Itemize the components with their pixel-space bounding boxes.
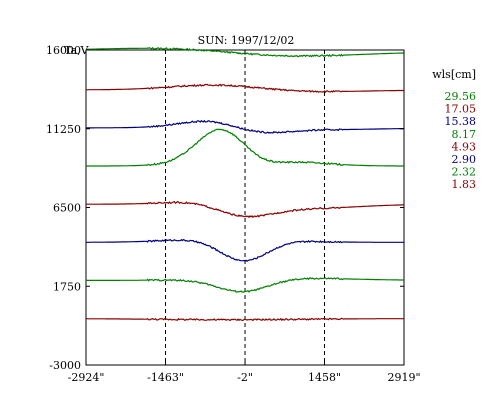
legend-entry: 2.32 — [452, 166, 477, 179]
x-tick-label: -2" — [237, 371, 253, 384]
legend-title: wls[cm] — [432, 68, 476, 81]
legend-entry: 8.17 — [452, 128, 477, 141]
y-tick-label: 6500 — [53, 202, 81, 215]
y-axis-ticks: 16000 11250 6500 1750 -3000 — [46, 44, 404, 372]
series-line — [86, 83, 405, 94]
x-tick-label: -2924" — [68, 371, 105, 384]
y-axis-label: Ta,V — [64, 44, 90, 57]
legend-entry: 4.93 — [452, 140, 477, 153]
chart-title: SUN: 1997/12/02 — [198, 34, 295, 47]
legend-entry: 17.05 — [445, 103, 477, 116]
y-tick-label: 11250 — [46, 123, 81, 136]
x-tick-label: 2919" — [387, 371, 420, 384]
x-tick-label: 1458" — [308, 371, 341, 384]
series-line — [86, 277, 404, 293]
legend-entry: 15.38 — [445, 115, 477, 128]
y-tick-label: -3000 — [49, 359, 81, 372]
series-line — [86, 119, 404, 134]
series-group — [86, 46, 405, 322]
legend-entry: 29.56 — [445, 90, 477, 103]
x-axis-ticks: -2924" -1463" -2" 1458" 2919" — [68, 50, 421, 384]
series-line — [86, 238, 404, 262]
reference-lines — [165, 50, 325, 365]
legend-entry: 1.83 — [452, 178, 477, 191]
y-tick-label: 1750 — [53, 280, 81, 293]
series-line — [86, 317, 405, 322]
series-line — [86, 128, 404, 167]
legend-entry: 2.90 — [452, 153, 477, 166]
series-line — [86, 46, 404, 58]
x-tick-label: -1463" — [147, 371, 184, 384]
series-line — [86, 201, 404, 219]
y-tick-label: 16000 — [46, 44, 81, 57]
